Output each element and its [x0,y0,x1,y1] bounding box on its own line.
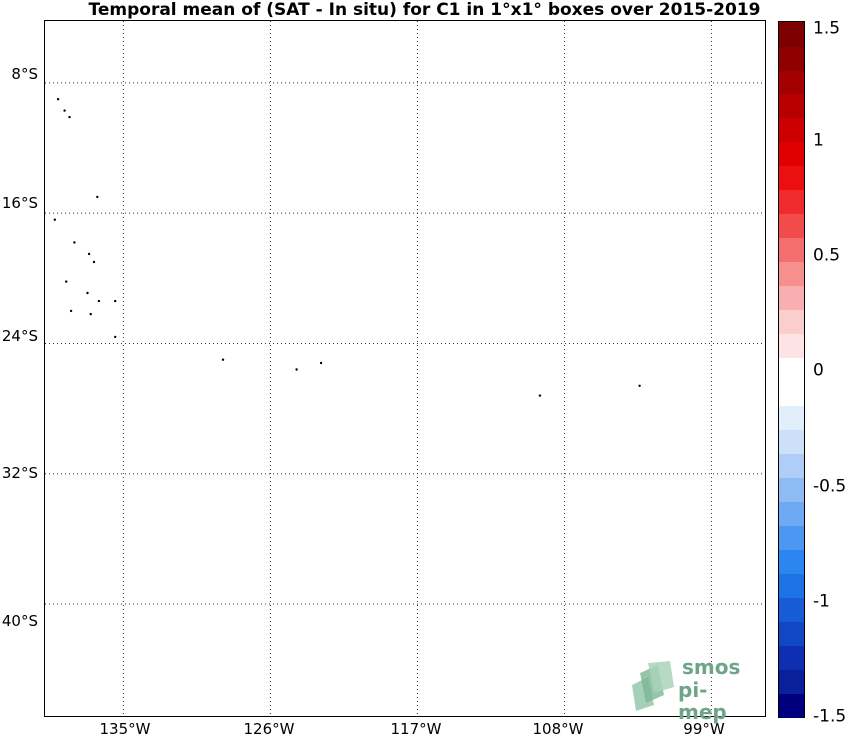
colorbar-segment [779,141,804,167]
colorbar-segment [779,165,804,191]
colorbar-segment [779,525,804,550]
lat-label-32s: 32°S [1,464,38,482]
island-marker [73,241,76,244]
island-marker [87,252,91,256]
lon-label-126w: 126°W [243,720,295,738]
island-marker [86,291,89,295]
colorbar-tick-0.5: 0.5 [813,245,841,266]
island-marker [114,299,117,303]
island-marker [63,109,66,112]
island-marker [114,335,117,339]
lat-label-16s: 16°S [1,194,38,212]
map-panel [44,20,766,717]
colorbar-segment [779,93,804,119]
colorbar-segment [779,645,804,670]
lon-label-135w: 135°W [99,720,151,738]
colorbar-segment [779,213,804,239]
island-marker [638,384,641,387]
island-marker [68,115,71,119]
colorbar-segment [779,381,804,407]
colorbar-segment [779,669,804,694]
colorbar-tick-0: 0 [813,360,824,381]
colorbar-segment [779,621,804,646]
colorbar-tick-1.5: 1.5 [813,18,841,39]
colorbar-tick-1: 1 [813,130,824,151]
colorbar-segment [779,333,804,359]
colorbar-segment [779,237,804,263]
colorbar-segment [779,405,804,430]
island-marker [56,98,60,101]
colorbar-segment [779,597,804,622]
colorbar-segment [779,501,804,526]
logo-text-smos: smos [682,655,741,679]
lat-label-40s: 40°S [1,612,38,630]
colorbar-segment [779,429,804,454]
colorbar-segment [779,261,804,287]
island-marker [65,280,68,283]
colorbar-segment [779,285,804,311]
colorbar-tick-minus-0.5: -0.5 [813,476,847,497]
island-marker [319,361,323,365]
island-marker [69,309,73,313]
island-marker [538,394,542,397]
colorbar-segment [779,22,804,47]
colorbar-segment [779,453,804,478]
island-marker [96,195,99,199]
colorbar-segment [779,693,804,718]
lat-label-8s: 8°S [11,65,38,83]
colorbar-segment [779,117,804,143]
lon-label-108w: 108°W [532,720,584,738]
lon-label-117w: 117°W [390,720,442,738]
chart-title: Temporal mean of (SAT - In situ) for C1 … [88,0,761,20]
island-marker [89,312,92,316]
logo-text-pi-mep: pi-mep [678,678,727,724]
island-marker [221,358,225,361]
map-canvas [45,21,765,716]
lat-label-24s: 24°S [1,327,38,345]
colorbar-segment [779,69,804,95]
colorbar-segment [779,309,804,335]
logo-mark-icon [632,661,674,711]
lon-label-99w: 99°W [683,720,725,738]
colorbar-segment [779,189,804,215]
island-marker [92,260,96,264]
colorbar-tick-minus-1.5: -1.5 [813,706,847,727]
island-marker [295,368,298,371]
island-marker [97,299,101,303]
colorbar-segment [779,477,804,502]
colorbar [778,21,805,718]
smos-pi-mep-logo: smos pi-mep [628,655,756,723]
island-marker [53,218,56,221]
colorbar-segment [779,45,804,71]
colorbar-segment [779,549,804,574]
colorbar-segment [779,573,804,598]
colorbar-segment [779,357,804,383]
colorbar-tick-minus-1: -1 [813,591,830,612]
